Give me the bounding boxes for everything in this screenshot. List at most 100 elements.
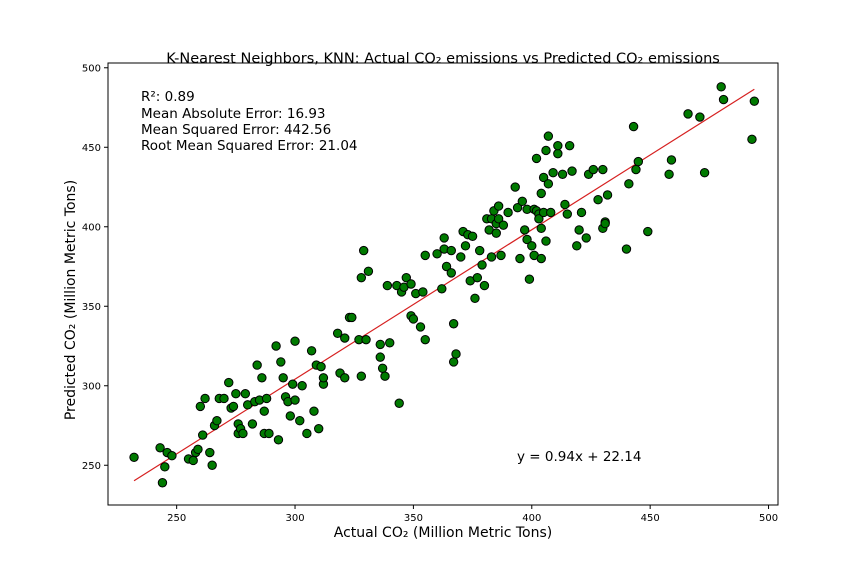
data-point <box>358 245 369 256</box>
data-point <box>271 341 281 351</box>
data-point <box>314 423 324 434</box>
chart-title: K-Nearest Neighbors, KNN: Actual CO₂ emi… <box>166 51 720 67</box>
data-point <box>375 339 385 350</box>
y-tick-label: 450 <box>82 143 101 154</box>
data-point <box>699 168 710 178</box>
regression-equation: y = 0.94x + 22.14 <box>517 449 641 465</box>
data-point <box>340 373 350 383</box>
data-point <box>553 140 563 151</box>
data-point <box>439 233 449 243</box>
data-point <box>318 373 329 383</box>
data-point <box>316 361 326 372</box>
data-point <box>460 241 471 251</box>
data-point <box>257 373 267 383</box>
data-point <box>264 428 274 439</box>
data-point <box>290 395 300 405</box>
data-point <box>157 478 168 488</box>
data-point <box>747 134 757 145</box>
data-point <box>517 196 528 207</box>
data-point <box>524 274 535 284</box>
data-point <box>382 280 393 291</box>
data-point <box>643 226 653 237</box>
data-point <box>557 169 568 179</box>
data-point <box>240 389 251 399</box>
data-point <box>560 199 570 210</box>
data-point <box>290 336 300 346</box>
stat-r2: R²: 0.89 <box>141 89 195 105</box>
data-point <box>287 379 298 389</box>
data-point <box>394 398 404 408</box>
data-point <box>519 225 530 235</box>
data-point <box>531 153 542 164</box>
data-point <box>602 190 613 200</box>
data-point <box>546 207 556 218</box>
stat-mae: Mean Absolute Error: 16.93 <box>141 106 326 122</box>
data-point <box>474 245 485 256</box>
data-point <box>536 253 546 264</box>
data-point <box>496 250 506 261</box>
data-point <box>503 207 513 218</box>
data-point <box>493 214 504 224</box>
plot-frame <box>107 62 779 506</box>
data-point <box>406 279 416 289</box>
data-point <box>228 401 239 412</box>
stats-box: R²: 0.89 Mean Absolute Error: 16.93 Mean… <box>141 89 358 154</box>
data-point <box>624 179 634 189</box>
data-point <box>420 250 430 261</box>
data-point <box>456 252 466 262</box>
data-point <box>408 314 419 324</box>
data-point <box>666 155 677 165</box>
data-point <box>332 328 343 338</box>
data-point <box>553 148 563 159</box>
data-point <box>302 428 312 439</box>
data-point <box>536 188 546 199</box>
x-tick-label: 450 <box>641 513 660 524</box>
data-point <box>276 357 286 367</box>
data-point <box>273 435 284 445</box>
data-point <box>749 96 760 106</box>
data-point <box>548 168 558 178</box>
x-tick-label: 400 <box>522 513 541 524</box>
data-point <box>252 360 262 370</box>
y-axis-label: Predicted CO₂ (Million Metric Tons) <box>63 180 79 420</box>
data-point <box>467 231 478 242</box>
data-point <box>207 460 217 470</box>
data-point <box>479 280 490 291</box>
y-tick-label: 250 <box>82 461 101 472</box>
data-point <box>306 346 317 356</box>
data-point <box>718 94 729 105</box>
data-point <box>543 179 554 189</box>
data-point <box>188 455 198 466</box>
data-point <box>363 266 374 276</box>
data-point <box>486 252 497 262</box>
data-point <box>664 169 674 179</box>
data-point <box>576 207 587 218</box>
data-point <box>295 416 305 426</box>
data-point <box>543 131 554 141</box>
data-point <box>160 462 170 472</box>
data-point <box>420 334 430 345</box>
data-point <box>297 381 307 391</box>
x-tick-label: 250 <box>167 513 186 524</box>
data-point <box>491 228 501 238</box>
data-point <box>446 268 456 278</box>
data-point <box>541 236 551 246</box>
data-point <box>588 164 599 175</box>
data-point <box>415 322 426 332</box>
data-point <box>522 234 532 245</box>
data-point <box>432 249 442 259</box>
data-point <box>498 220 509 230</box>
data-point <box>683 109 693 119</box>
data-point <box>219 393 229 404</box>
y-tick-label: 300 <box>82 381 101 392</box>
axis-ticks: 250 300 350 400 450 500 250 300 350 400 450 500 <box>82 63 778 524</box>
data-point <box>261 393 272 404</box>
data-point <box>195 401 206 412</box>
data-point <box>309 406 319 416</box>
data-point <box>231 389 241 399</box>
data-point <box>510 182 520 192</box>
data-point <box>621 244 632 254</box>
data-point <box>515 253 525 264</box>
data-point <box>129 452 139 463</box>
